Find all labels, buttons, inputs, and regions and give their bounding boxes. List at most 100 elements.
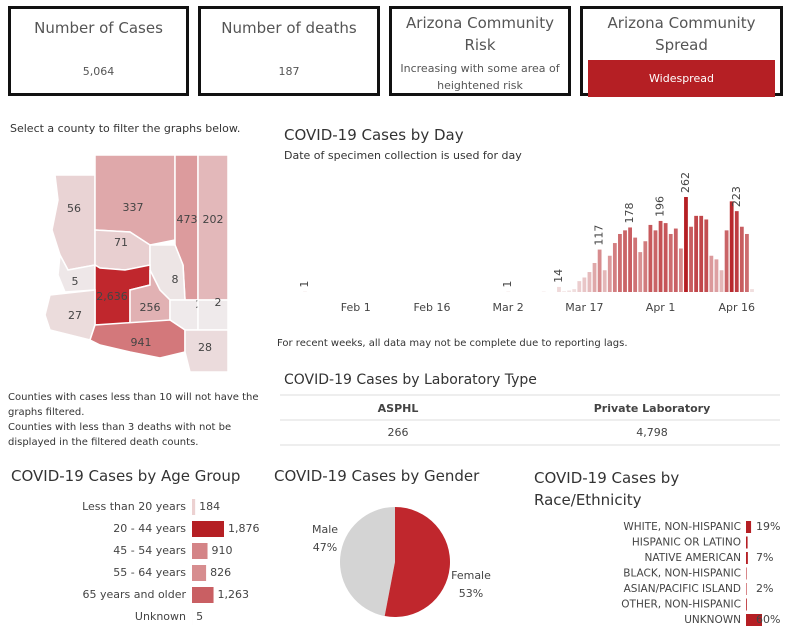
table-header: Private Laboratory [594,402,711,415]
card-value: 187 [278,65,300,78]
data-label: 117 [593,225,606,246]
bar [678,248,683,292]
county-label: 202 [203,213,224,226]
bar [633,237,638,292]
table-header: ASPHL [378,402,419,415]
bar [648,224,653,292]
bar [689,226,693,292]
data-label: 7% [756,551,773,564]
bar [714,259,719,292]
county-label: 2 [215,296,222,309]
bar [746,521,752,533]
data-label: 184 [199,500,220,513]
category-label: Unknown [135,610,186,623]
bar [192,543,208,559]
bar [746,598,747,611]
category-label: Less than 20 years [82,500,186,513]
chart-title: COVID-19 Cases by Day [284,126,464,144]
county-label: 2,636 [96,290,128,303]
note: Counties with less than 3 deaths with no… [8,422,232,448]
bar [653,230,658,292]
x-tick-label: Mar 2 [493,301,524,314]
card-title: Number of deaths [221,19,357,37]
bar [668,233,673,292]
slice-label: Female [451,569,491,582]
bar [729,201,734,292]
bar [582,277,587,292]
data-label: 5 [196,610,203,623]
bar [746,614,762,626]
bar [638,252,643,292]
county-label: 56 [67,202,81,215]
bar [746,583,747,595]
bar [623,230,627,292]
data-label: 1 [501,281,514,288]
instruction: Select a county to filter the graphs bel… [10,122,241,135]
chart-title: COVID-19 Cases by Gender [274,467,480,485]
data-label: 14 [552,269,565,283]
bar [663,223,668,292]
bar [734,211,739,292]
bar [192,499,196,515]
card-title: Number of Cases [34,19,163,37]
chart-title: COVID-19 Cases by Age Group [11,467,241,485]
bar [739,226,744,292]
slice-value: 47% [313,541,337,554]
kpi-card: Arizona Community Risk Increasing with so… [389,6,571,96]
county-label: 71 [114,236,128,249]
table-cell: 266 [388,426,409,439]
bar [658,220,663,292]
category-label: 65 years and older [82,588,186,601]
category-label: 45 - 54 years [113,544,186,557]
county-label: 8 [172,273,179,286]
bar [587,272,592,292]
bar [567,290,572,292]
card-value: 5,064 [82,65,115,78]
bar [746,552,748,564]
bar [684,197,688,292]
card-value: Widespread [588,60,775,97]
bar [607,255,612,292]
pie-slice [339,507,395,617]
data-label: 1,263 [218,588,250,601]
x-tick-label: Mar 17 [565,301,603,314]
county-label: 337 [123,201,144,214]
bar [597,249,602,292]
bar [694,215,699,292]
data-label: 826 [210,566,231,579]
data-label: 1,876 [228,522,260,535]
bar [746,567,747,580]
bar [745,233,749,292]
category-label: ASIAN/PACIFIC ISLAND [624,583,741,595]
data-label: 223 [730,186,743,207]
county [184,329,229,373]
bar [577,281,582,292]
bar [750,289,754,292]
county [197,154,229,301]
category-label: HISPANIC OR LATINO [632,537,741,549]
category-label: OTHER, NON-HISPANIC [621,599,741,611]
card-value: Increasing with some area of heightened … [400,62,560,92]
data-label: 262 [679,172,692,193]
category-label: UNKNOWN [684,614,741,626]
county-label: 941 [131,336,152,349]
county [197,299,229,331]
data-label: 196 [654,196,667,217]
bar [719,270,724,292]
county-label: 473 [177,213,198,226]
data-label: 1 [298,281,311,288]
category-label: NATIVE AMERICAN [644,552,741,564]
slice-value: 53% [459,587,483,600]
chart-note: For recent weeks, all data may not be co… [277,338,628,349]
county-label: 256 [140,301,161,314]
x-tick-label: Feb 16 [413,301,450,314]
bar [562,291,566,292]
county-label: 27 [68,309,82,322]
bar [557,286,561,292]
data-label: 910 [212,544,233,557]
kpi-card: Number of Cases 5,064 [8,6,189,96]
county-label: 28 [198,341,212,354]
data-label: 2% [756,582,773,595]
pie-slice [384,507,450,617]
